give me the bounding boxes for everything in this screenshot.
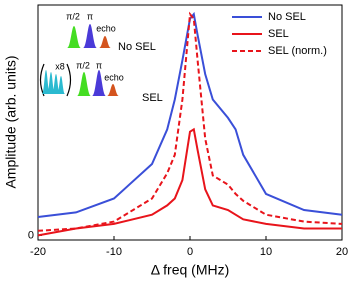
pulse: [57, 76, 65, 94]
bracket: [66, 63, 72, 97]
pulse: [67, 26, 81, 48]
pulse: [99, 36, 111, 48]
pulse-label: echo: [104, 72, 124, 82]
pulse: [52, 74, 60, 94]
y-axis-label: Amplitude (arb. units): [3, 55, 19, 188]
plot-frame: [37, 4, 343, 241]
pulse: [77, 72, 91, 96]
pulse: [42, 70, 50, 94]
x-tick-label: 20: [336, 246, 348, 258]
legend-label: SEL (norm.): [268, 45, 327, 57]
series-line: [37, 11, 343, 232]
inset-title: No SEL: [118, 41, 156, 53]
pulse-label: echo: [96, 23, 116, 33]
legend-label: No SEL: [268, 11, 306, 23]
pulse: [47, 72, 55, 94]
pulse-label: x8: [55, 61, 65, 71]
pulse: [107, 84, 119, 96]
pulse-label: π: [87, 11, 93, 21]
pulse: [83, 24, 97, 48]
x-tick-label: -10: [106, 246, 122, 258]
x-tick-label: 0: [187, 246, 193, 258]
pulse-label: π: [96, 60, 102, 70]
x-tick-label: 10: [260, 246, 272, 258]
x-axis-label: Δ freq (MHz): [151, 262, 230, 278]
pulse: [92, 70, 106, 96]
pulse-label: π/2: [66, 11, 80, 21]
inset-title: SEL: [142, 92, 163, 104]
series-line: [37, 11, 343, 218]
legend-label: SEL: [268, 28, 289, 40]
y-tick-label: 0: [28, 229, 34, 241]
x-tick-label: -20: [30, 246, 46, 258]
pulse-label: π/2: [76, 60, 90, 70]
series-line: [37, 127, 342, 237]
